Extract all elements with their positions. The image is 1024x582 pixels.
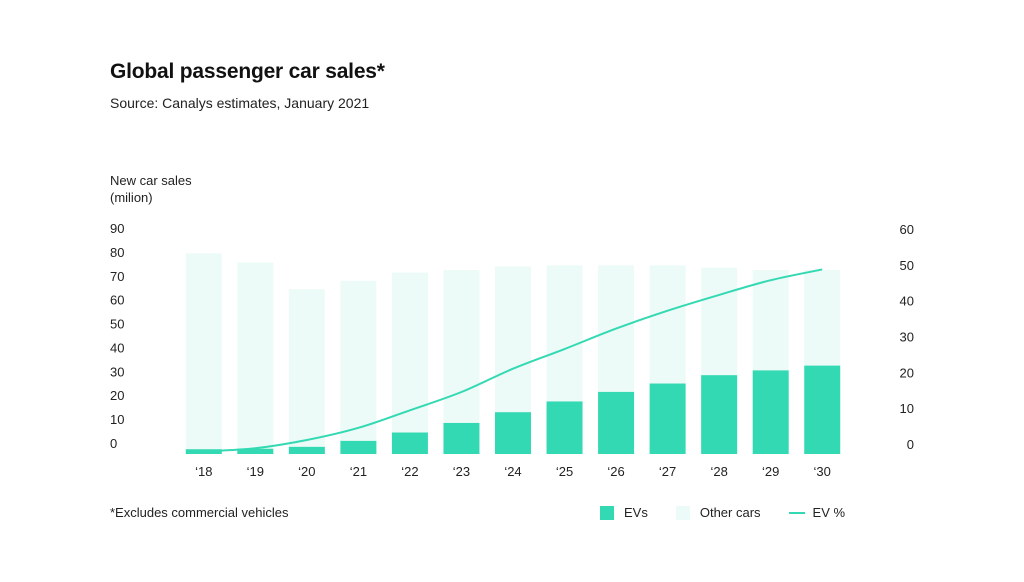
legend-swatch-evs <box>600 505 614 520</box>
bar-other-cars <box>804 270 841 366</box>
y-axis-label: New car sales (milion) <box>110 172 192 206</box>
chart-title: Global passenger car sales* <box>110 60 385 83</box>
bar-other-cars <box>649 265 686 384</box>
bar-other-cars <box>495 266 531 413</box>
y-axis-label-line: New car sales <box>110 173 192 188</box>
x-axis: ‘18 ‘19 ‘20 ‘21 ‘22 ‘23 ‘24 ‘25 ‘26 ‘27 ‘28 ‘29 ‘30 <box>195 464 831 479</box>
ev-pct-line <box>203 268 823 453</box>
y-tick-label-left: 40 <box>110 340 124 355</box>
x-tick-label: ‘30 <box>814 464 831 479</box>
bar-evs <box>598 391 635 454</box>
x-tick-label: ‘27 <box>659 464 676 479</box>
x-tick-label: ‘29 <box>762 464 779 479</box>
x-tick-label: ‘28 <box>710 464 727 479</box>
chart-subtitle: Source: Canalys estimates, January 2021 <box>110 95 370 111</box>
bar-other-cars <box>340 280 377 441</box>
x-tick-label: ‘23 <box>453 464 470 479</box>
bar-evs <box>237 448 274 454</box>
bar-evs <box>391 432 428 454</box>
y-tick-label-left: 0 <box>110 436 117 451</box>
y-tick-label-left: 50 <box>110 317 124 332</box>
legend-swatch-ev-pct <box>788 511 805 514</box>
x-tick-label: ‘21 <box>350 464 367 479</box>
y-tick-label-left: 20 <box>110 388 124 403</box>
y-tick-label-left: 70 <box>110 269 124 284</box>
bar-evs <box>546 401 583 454</box>
bar-other-cars <box>546 265 583 402</box>
bar-other-cars <box>185 253 222 450</box>
y-tick-label-right: 30 <box>900 330 914 345</box>
legend-item-evs: EVs <box>600 505 648 520</box>
y-axis-right: 0 10 20 30 40 50 60 <box>900 222 914 452</box>
bar-evs <box>185 449 222 454</box>
legend-item-other-cars: Other cars <box>675 505 761 520</box>
bar-other-cars <box>237 262 274 449</box>
legend-item-ev-pct: EV % <box>788 505 846 520</box>
y-tick-label-left: 10 <box>110 412 124 427</box>
legend-label-other-cars: Other cars <box>699 505 761 520</box>
bar-evs <box>340 440 377 454</box>
x-tick-label: ‘24 <box>504 464 521 479</box>
bars-layer <box>185 253 841 454</box>
legend-label-evs: EVs <box>624 505 648 520</box>
bar-other-cars <box>288 289 325 447</box>
y-tick-label-left: 90 <box>110 221 124 236</box>
y-tick-label-right: 10 <box>900 401 914 416</box>
bar-other-cars <box>391 272 428 433</box>
y-tick-label-left: 30 <box>110 364 124 379</box>
x-tick-label: ‘18 <box>195 464 212 479</box>
y-tick-label-left: 80 <box>110 245 124 260</box>
legend: EVs Other cars EV % <box>600 505 845 520</box>
x-tick-label: ‘20 <box>298 464 315 479</box>
y-tick-label-right: 60 <box>900 222 914 237</box>
x-tick-label: ‘26 <box>607 464 624 479</box>
line-layer <box>203 268 823 453</box>
y-axis-label-line: (milion) <box>110 190 153 205</box>
footnote: *Excludes commercial vehicles <box>110 505 289 520</box>
bar-evs <box>649 383 686 454</box>
bar-evs <box>701 375 738 454</box>
y-tick-label-right: 40 <box>900 294 914 309</box>
x-tick-label: ‘25 <box>556 464 573 479</box>
bar-evs <box>288 446 325 454</box>
y-tick-label-right: 20 <box>900 365 914 380</box>
bar-evs <box>804 365 841 454</box>
bar-evs <box>443 422 480 454</box>
x-tick-label: ‘19 <box>247 464 264 479</box>
y-tick-label-left: 60 <box>110 293 124 308</box>
y-tick-label-right: 0 <box>907 437 914 452</box>
y-tick-label-right: 50 <box>900 258 914 273</box>
legend-swatch-other-cars <box>675 505 690 520</box>
bar-other-cars <box>752 270 789 371</box>
bar-other-cars <box>701 267 738 376</box>
bar-evs <box>752 370 789 454</box>
y-axis-left: 0 10 20 30 40 50 60 70 80 90 <box>110 221 124 451</box>
bar-other-cars <box>443 270 480 423</box>
bar-evs <box>495 412 531 454</box>
x-tick-label: ‘22 <box>401 464 418 479</box>
legend-label-ev-pct: EV % <box>812 505 846 520</box>
